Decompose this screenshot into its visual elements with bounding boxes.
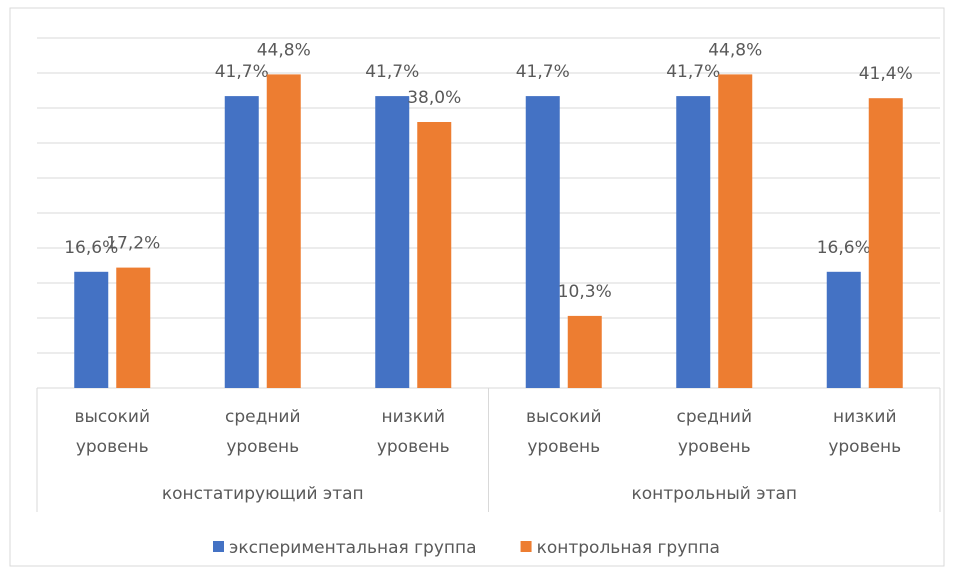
data-label: 41,7% [215,62,269,82]
x-tick-label: низкий уровень [377,407,450,457]
data-label: 41,7% [516,62,570,82]
data-label: 17,2% [106,234,160,254]
data-label: 44,8% [257,40,311,60]
bar [676,96,711,388]
bar [567,315,602,388]
group-label: констатирующий этап [162,484,364,504]
group-label: контрольный этап [631,484,797,504]
bar [868,98,903,388]
data-label: 41,4% [859,64,913,84]
legend-swatch [213,541,224,552]
bar [74,271,109,388]
x-tick-label: средний уровень [676,407,752,457]
data-label: 10,3% [558,282,612,302]
data-label: 44,8% [708,40,762,60]
bar [266,74,301,389]
x-tick-label: низкий уровень [828,407,901,457]
data-label: 41,7% [365,62,419,82]
x-tick-label: высокий уровень [526,407,602,457]
data-label: 16,6% [64,238,118,258]
x-tick-label: средний уровень [225,407,301,457]
data-label: 38,0% [407,88,461,108]
bar [375,96,410,388]
chart-border [9,7,945,567]
data-label: 41,7% [666,62,720,82]
bar [718,74,753,389]
x-tick-label: высокий уровень [74,407,150,457]
bar [116,267,151,388]
bar [826,271,861,388]
data-label: 16,6% [817,238,871,258]
legend-label: контрольная группа [537,538,720,558]
bar [224,96,259,388]
legend-swatch [520,541,532,552]
legend-label: экспериментальная группа [229,538,477,558]
bar [525,96,560,388]
bar [417,122,452,388]
